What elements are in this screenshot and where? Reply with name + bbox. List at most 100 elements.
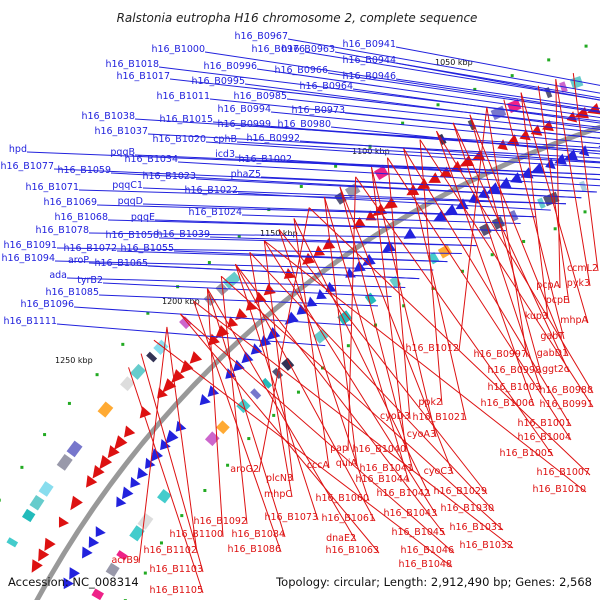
forward-gene-label: h16_B0996	[203, 61, 257, 72]
reverse-gene-arrow	[99, 455, 113, 470]
forward-leader-line	[395, 46, 600, 86]
forward-gene-arrow	[82, 546, 93, 559]
gc-marker	[547, 58, 551, 62]
gc-marker	[20, 465, 24, 469]
reverse-leader-line	[323, 196, 410, 483]
feature-block-outer	[179, 316, 192, 330]
forward-leader-line	[270, 111, 600, 145]
reverse-gene-label: plcN3	[266, 473, 293, 484]
forward-leader-line	[395, 78, 600, 109]
forward-gene-label: h16_B0973	[291, 105, 345, 116]
forward-gene-arrow	[325, 281, 337, 293]
reverse-gene-arrow	[586, 103, 600, 115]
reverse-gene-label: aroG2	[230, 464, 259, 475]
gc-marker	[180, 514, 184, 518]
forward-gene-label: h16_B0992	[246, 133, 300, 144]
reverse-gene-label: h16_B1010	[532, 484, 586, 495]
feature-block-inner	[215, 420, 230, 435]
gc-marker	[522, 239, 526, 243]
gc-marker	[43, 433, 47, 437]
reverse-leader-line	[220, 276, 248, 525]
forward-gene-arrow	[88, 536, 100, 548]
reverse-leader-line	[387, 157, 411, 420]
reverse-gene-label: h16_B1044	[355, 474, 409, 485]
reverse-gene-label: h16_B1105	[149, 585, 203, 596]
forward-gene-label: h16_B1017	[116, 71, 170, 82]
gc-marker	[299, 184, 303, 188]
reverse-gene-label: h16_B1042	[376, 488, 430, 499]
backbone-arc	[34, 124, 600, 600]
gene-labels: h16_B0941h16_B0967h16_B0944h16_B0976h16_…	[0, 31, 598, 596]
reverse-leader-line	[537, 85, 570, 304]
forward-gene-arrow	[130, 476, 141, 488]
feature-block-outer	[467, 119, 477, 131]
scale-tick-label: 1050 kbp	[435, 58, 473, 67]
reverse-gene-arrow	[542, 119, 554, 132]
reverse-leader-line	[258, 207, 310, 473]
forward-leader-line	[154, 219, 506, 232]
gc-marker	[431, 286, 435, 290]
reverse-gene-label: h16_B1021	[412, 412, 466, 423]
scale-tick-label: 1150 kbp	[260, 229, 298, 238]
forward-leader-line	[260, 176, 597, 193]
forward-gene-arrow	[296, 303, 308, 315]
reverse-gene-label: h16_B1007	[536, 467, 590, 478]
reverse-leader-line	[179, 313, 380, 554]
forward-gene-arrow	[199, 393, 211, 406]
reverse-gene-arrow	[92, 465, 105, 479]
reverse-gene-label: pyk3	[567, 278, 590, 289]
reverse-leader-line	[503, 99, 565, 340]
reverse-gene-arrow	[227, 316, 239, 328]
reverse-leader-line	[293, 218, 431, 497]
forward-gene-label: h16_B0976	[251, 44, 305, 55]
forward-leader-line	[287, 38, 600, 94]
reverse-gene-arrow	[235, 308, 248, 321]
reverse-gene-arrow	[428, 172, 441, 183]
reverse-gene-arrow	[322, 238, 336, 250]
reverse-gene-arrow	[189, 351, 203, 364]
reverse-gene-label: quiA	[336, 458, 358, 469]
reverse-leader-line	[355, 176, 554, 457]
forward-gene-label: h16_B0946	[342, 71, 396, 82]
scale-tick-label: 1250 kbp	[55, 356, 93, 365]
reverse-gene-label: h16_B1102	[143, 545, 197, 556]
forward-leader-line	[286, 98, 600, 134]
reverse-leader-line	[486, 106, 528, 358]
reverse-gene-label: gabT	[540, 331, 564, 342]
reverse-gene-label: h16_B1006	[480, 398, 534, 409]
gc-marker	[146, 311, 150, 315]
reverse-gene-label: h16_B1041	[359, 463, 413, 474]
reverse-gene-arrow	[85, 475, 98, 488]
reverse-leader-line	[555, 79, 561, 289]
forward-gene-arrow	[175, 420, 187, 432]
forward-gene-arrow	[69, 567, 81, 580]
reverse-leader-line	[469, 114, 542, 374]
reverse-leader-line	[138, 326, 168, 564]
feature-block-inner	[91, 588, 104, 600]
feature-block-inner	[157, 488, 172, 504]
forward-gene-label: ada	[49, 270, 67, 281]
forward-gene-arrow	[381, 240, 396, 253]
reverse-leader-line	[128, 367, 204, 594]
forward-gene-label: h16_B1000	[151, 44, 205, 55]
reverse-leader-line	[249, 251, 495, 512]
forward-gene-label: h16_B1055	[120, 243, 174, 254]
reverse-leader-line	[234, 264, 319, 521]
gc-marker	[436, 103, 440, 107]
reverse-gene-label: h16_B0988	[539, 385, 593, 396]
gc-marker	[490, 253, 494, 257]
reverse-leader-line	[264, 240, 587, 493]
forward-gene-label: h16_B0985	[233, 91, 287, 102]
forward-gene-label: phaZ5	[231, 169, 261, 180]
gc-marker	[473, 87, 477, 91]
reverse-gene-label: ppk2	[418, 397, 442, 408]
reverse-gene-label: mhpA	[560, 315, 588, 326]
forward-gene-arrow	[121, 486, 134, 500]
forward-leader-line	[102, 282, 392, 298]
reverse-gene-label: h16_B1043	[383, 508, 437, 519]
scale-tick-label: 1100 kbp	[352, 147, 390, 156]
forward-gene-label: h16_B0995	[191, 76, 245, 87]
feature-block-inner	[337, 310, 353, 326]
forward-gene-arrow	[530, 162, 545, 174]
